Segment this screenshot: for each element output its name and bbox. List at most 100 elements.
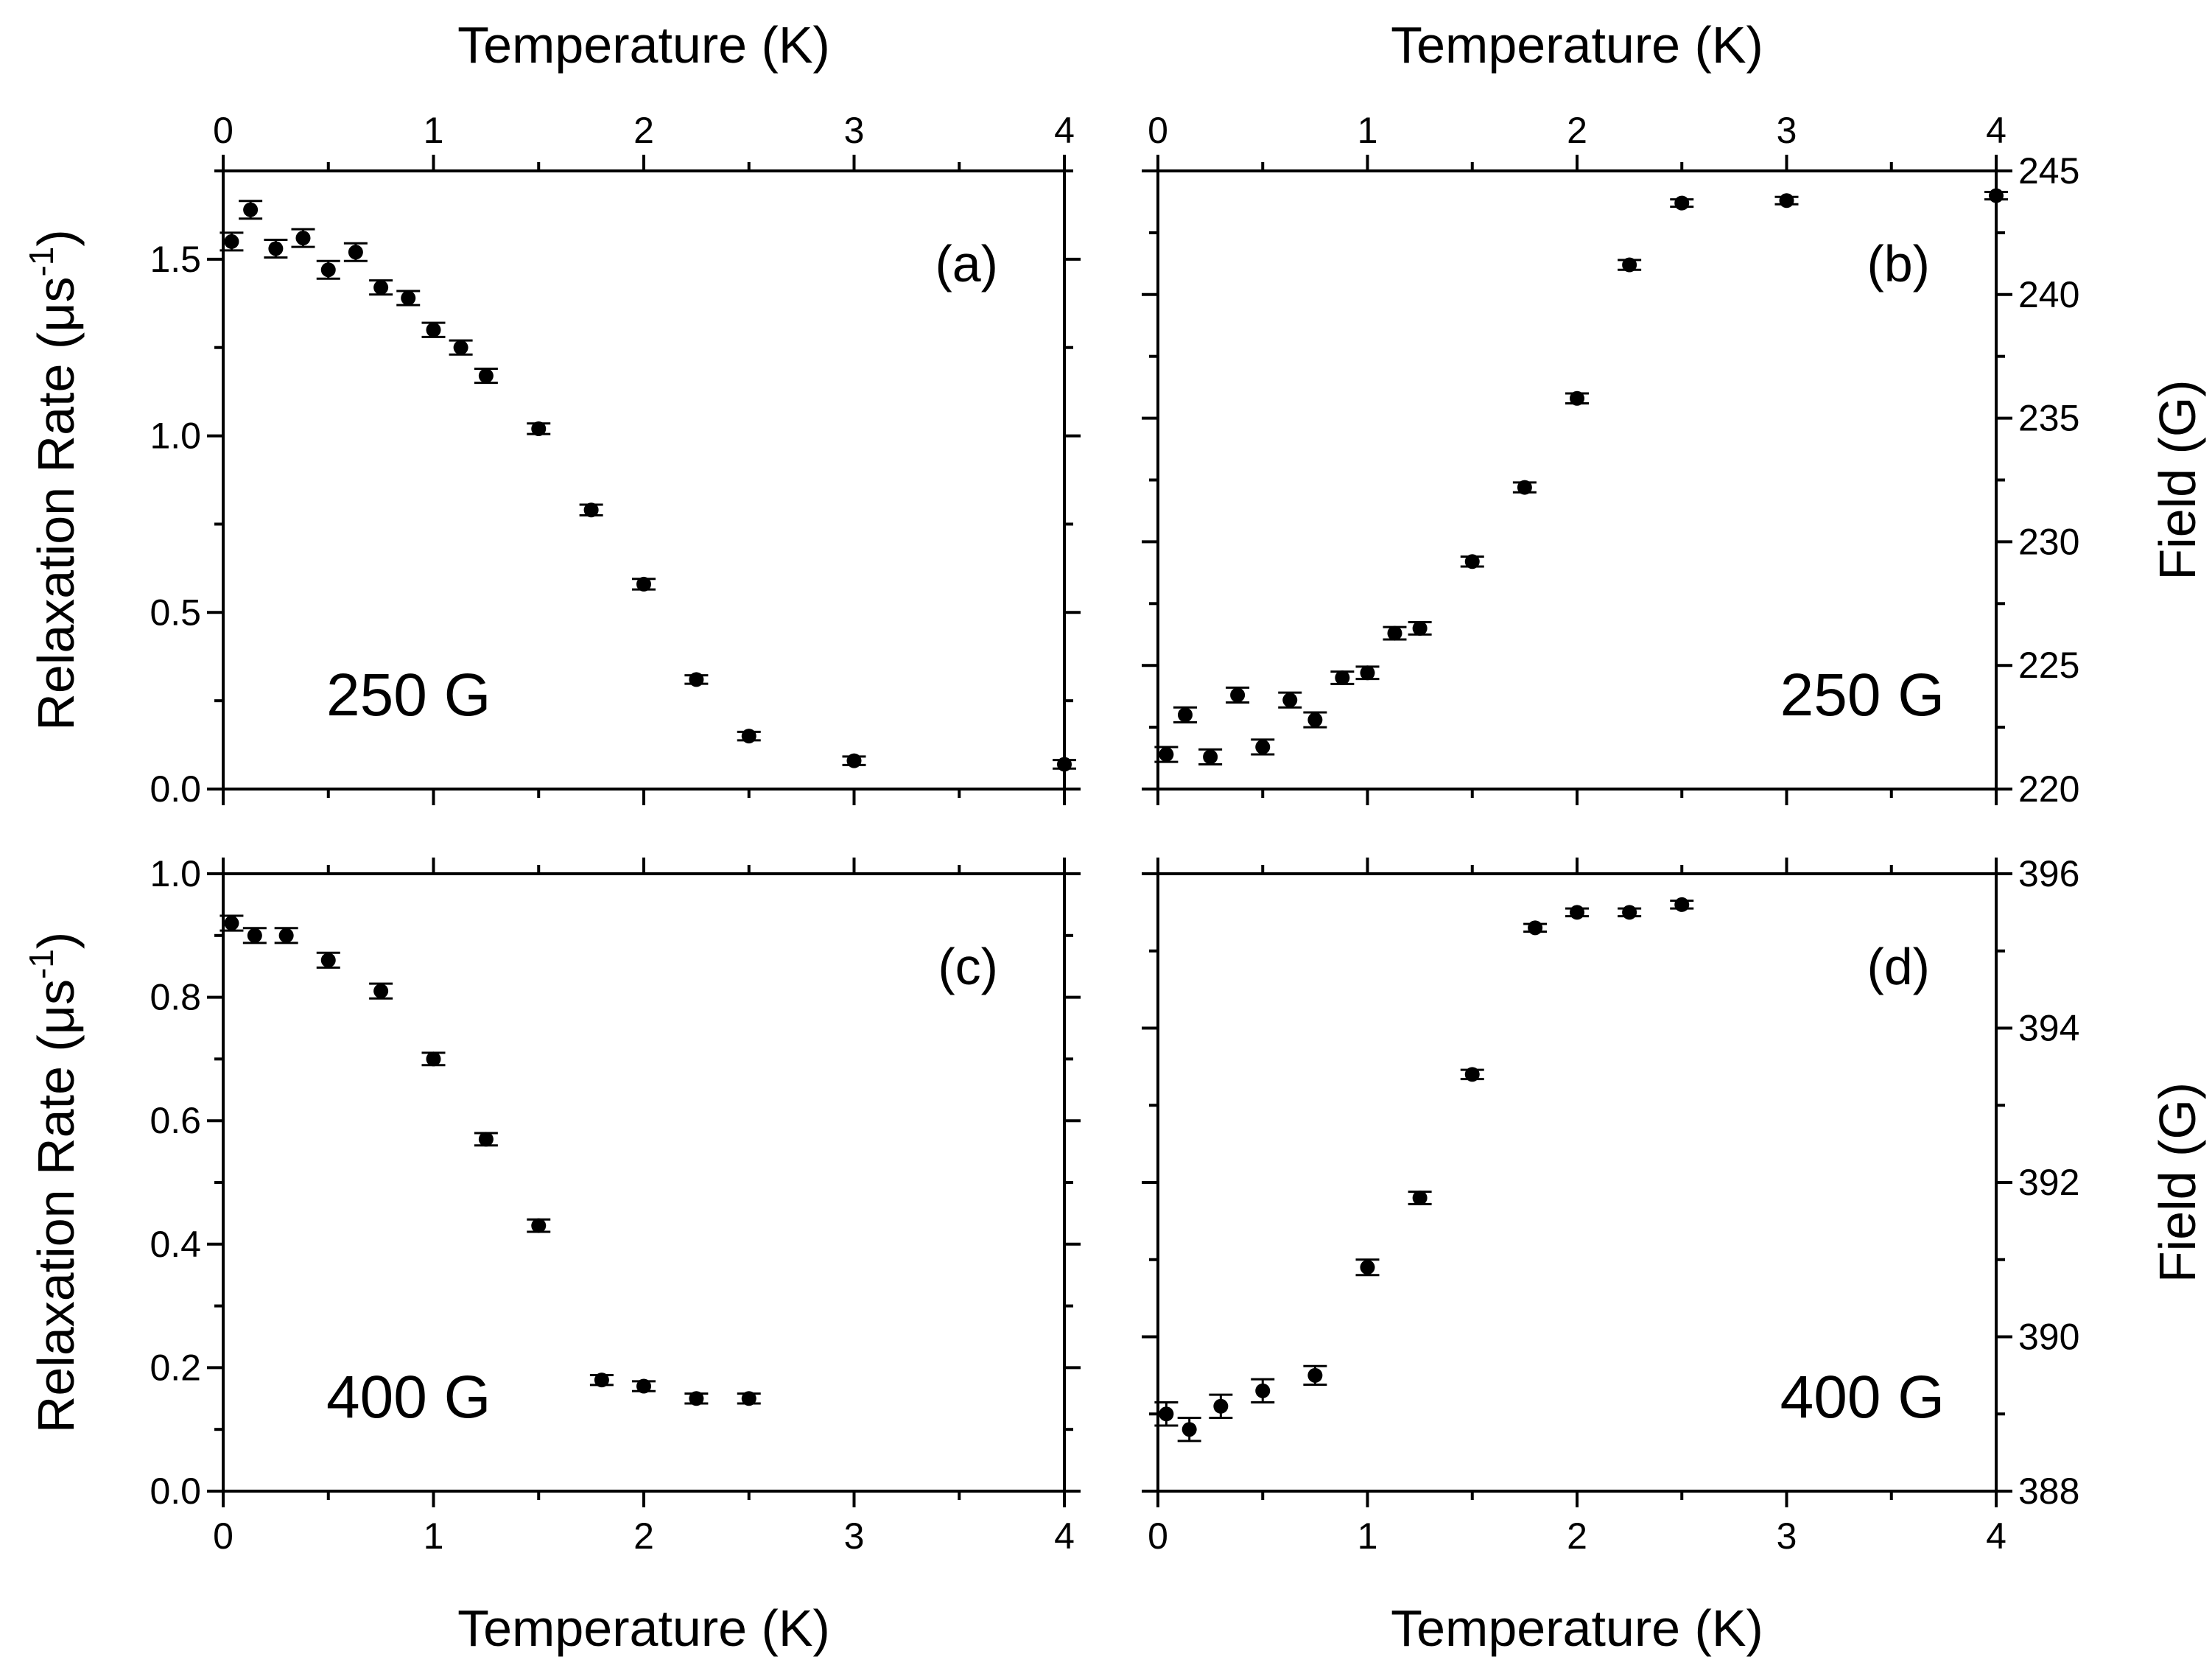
data-point — [1779, 193, 1794, 208]
data-point — [1307, 712, 1323, 728]
x-tick-label: 0 — [1148, 1515, 1168, 1557]
y-tick-label: 230 — [2018, 521, 2079, 562]
x-tick-label: 3 — [844, 1515, 865, 1557]
data-point — [401, 290, 416, 306]
y-tick-label: 235 — [2018, 398, 2079, 439]
data-point — [583, 502, 599, 518]
data-point — [531, 1218, 547, 1233]
data-point — [1412, 620, 1428, 636]
data-point — [1570, 905, 1584, 920]
x-axis-title: Temperature (K) — [457, 16, 830, 74]
y-tick-label: 225 — [2018, 645, 2079, 686]
y-tick-label: 1.0 — [150, 853, 201, 894]
panel-a: 0 1 2 3 4 0.0 0.5 1.0 1.5 Temperature (K) Relaxati… — [22, 16, 1081, 810]
data-point — [295, 231, 311, 246]
y-tick-label: 220 — [2018, 768, 2079, 810]
x-tick-label: 2 — [633, 110, 654, 151]
y2-axis-title: Field (G) — [2149, 379, 2206, 580]
data-point — [224, 916, 239, 931]
y-tick-label: 240 — [2018, 274, 2079, 315]
data-point — [478, 368, 494, 384]
data-point — [1177, 707, 1193, 723]
data-point — [636, 1378, 651, 1394]
data-point — [453, 340, 468, 355]
data-point — [1387, 625, 1402, 641]
x-tick-label: 3 — [1777, 110, 1797, 151]
data-point — [1570, 390, 1584, 406]
panel-label: (b) — [1867, 235, 1930, 292]
field-label: 400 G — [1780, 1364, 1945, 1431]
y-tick-label: 0.0 — [150, 1471, 201, 1512]
x-axis-title: Temperature (K) — [1391, 1599, 1763, 1657]
y-tick-label: 0.2 — [150, 1347, 201, 1388]
y-tick-label: 1.0 — [150, 416, 201, 457]
x-tick-label: 3 — [844, 110, 865, 151]
data-point — [1203, 749, 1218, 765]
field-label: 400 G — [326, 1364, 491, 1431]
x-tick-label: 1 — [1358, 110, 1378, 151]
y-axis-title: Relaxation Rate (μs-1) — [22, 932, 85, 1433]
data-point — [247, 928, 262, 943]
data-point — [348, 245, 363, 260]
panel-d: 0 1 2 3 4 388 390 392 394 396 Temperature (K) Field… — [1142, 853, 2206, 1657]
data-point — [1622, 257, 1637, 273]
data-point — [1464, 1067, 1480, 1082]
y2-axis-title: Field (G) — [2149, 1082, 2206, 1283]
x-tick-label: 0 — [213, 1515, 234, 1557]
y-axis-title: Relaxation Rate (μs-1) — [22, 229, 85, 730]
x-tick-label: 1 — [424, 110, 444, 151]
x-tick-label: 4 — [1986, 110, 2006, 151]
data-point — [1989, 188, 2004, 203]
x-axis-title: Temperature (K) — [457, 1599, 830, 1657]
data-point — [1360, 665, 1375, 681]
data-point — [278, 928, 294, 943]
y-tick-label: 396 — [2018, 853, 2079, 894]
y-tick-label: 388 — [2018, 1471, 2079, 1512]
data-point — [1213, 1398, 1229, 1414]
data-point — [1517, 480, 1532, 495]
data-point — [1230, 687, 1246, 703]
data-point — [1255, 1383, 1271, 1398]
data-point — [1412, 1190, 1428, 1205]
y-tick-label: 0.8 — [150, 977, 201, 1018]
data-point — [1255, 739, 1271, 754]
data-point — [594, 1373, 609, 1388]
y-tick-label: 0.4 — [150, 1224, 201, 1265]
y-tick-label: 390 — [2018, 1317, 2079, 1358]
y-tick-label: 392 — [2018, 1162, 2079, 1203]
field-label: 250 G — [326, 662, 491, 729]
field-label: 250 G — [1780, 662, 1945, 729]
y-tick-label: 0.5 — [150, 592, 201, 633]
data-point — [373, 984, 389, 999]
data-point — [426, 1051, 441, 1067]
x-tick-label: 1 — [424, 1515, 444, 1557]
data-point — [1335, 670, 1350, 685]
y-tick-label: 245 — [2018, 150, 2079, 192]
y-tick-label: 1.5 — [150, 239, 201, 280]
data-point — [1622, 905, 1637, 920]
x-tick-label: 2 — [633, 1515, 654, 1557]
x-axis-title: Temperature (K) — [1391, 16, 1763, 74]
data-point — [636, 576, 651, 592]
x-tick-label: 2 — [1567, 110, 1587, 151]
data-point — [426, 322, 441, 337]
data-point — [1464, 554, 1480, 569]
data-point — [1159, 1406, 1174, 1422]
x-tick-label: 3 — [1777, 1515, 1797, 1557]
data-point — [1307, 1367, 1323, 1383]
x-tick-label: 4 — [1054, 110, 1075, 151]
data-point — [741, 1391, 756, 1406]
y-tick-label: 394 — [2018, 1008, 2079, 1049]
data-point — [689, 672, 704, 687]
panel-c: 0 1 2 3 4 0.0 0.2 0.4 0.6 0.8 1.0 Temperature (K) Re… — [22, 853, 1081, 1657]
data-point — [689, 1391, 704, 1406]
panel-label: (d) — [1867, 938, 1930, 995]
data-point — [1282, 693, 1298, 708]
x-tick-label: 4 — [1986, 1515, 2006, 1557]
data-point — [268, 241, 284, 256]
y-tick-label: 0.0 — [150, 768, 201, 810]
data-point — [531, 421, 547, 436]
panel-b: 0 1 2 3 4 220 225 230 235 240 245 Temperature (K) Fi… — [1142, 16, 2206, 810]
x-tick-label: 4 — [1054, 1515, 1075, 1557]
